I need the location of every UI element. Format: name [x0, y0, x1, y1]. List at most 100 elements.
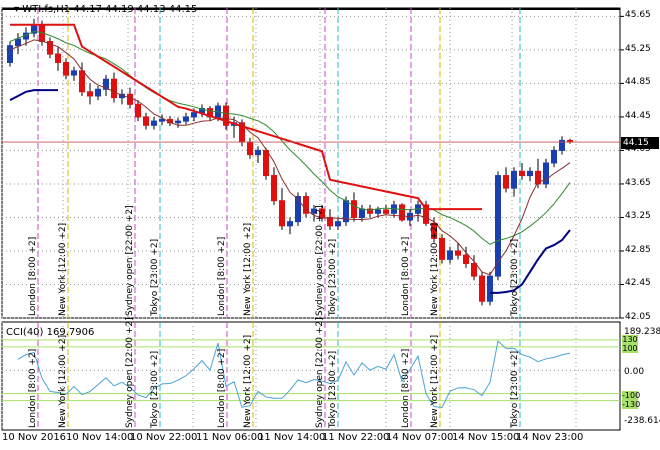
session-label: London [8:00 +2]	[217, 236, 227, 316]
session-label: Sydney open [22:00 +2]	[125, 205, 135, 316]
moving-average-green	[9, 30, 571, 245]
cci-level-130: 130	[622, 335, 638, 344]
candle-body	[551, 149, 557, 164]
candle-body	[255, 149, 261, 156]
session-label: Tokyo [23:00 +2]	[510, 350, 520, 428]
x-tick-label: 11 Nov 14:00	[258, 432, 326, 443]
candle-body	[503, 175, 509, 189]
candle-body	[463, 254, 469, 265]
candle-body	[367, 208, 373, 214]
candle-body	[439, 237, 445, 260]
candle-body	[303, 196, 309, 214]
x-tick-label: 14 Nov 23:00	[516, 432, 584, 443]
candle-body	[103, 78, 109, 90]
cci-min-label: -238.614	[624, 416, 660, 426]
candle-body	[327, 216, 333, 227]
symbol-label: ▾ WTI.fs,H1 44.17 44.19 44.13 44.15	[14, 4, 198, 15]
y-tick-label: 45.65	[625, 10, 651, 21]
candle-body	[431, 222, 437, 239]
session-label: New York [12:00 +2]	[430, 334, 440, 428]
candle-body	[47, 41, 53, 55]
cci-level-minus130: -130	[622, 400, 641, 409]
candle-body	[63, 61, 69, 76]
cci-max-label: 189.2384	[624, 327, 660, 337]
candle-body	[223, 105, 229, 126]
session-label: Tokyo [23:00 +2]	[328, 350, 338, 428]
session-label: Sydney open [22:00 +2]	[315, 317, 325, 428]
session-label: New York [12:00 +2]	[430, 222, 440, 316]
session-label: Sydney open [22:00 +2]	[315, 205, 325, 316]
candle-body	[295, 196, 301, 223]
y-tick-label: 44.45	[625, 110, 651, 121]
supertrend-line	[10, 23, 482, 211]
lower-band-right	[490, 229, 571, 294]
x-tick-label: 11 Nov 22:00	[322, 432, 390, 443]
candle-body	[335, 221, 341, 227]
x-tick-label: 10 Nov 22:00	[130, 432, 198, 443]
candle-body	[55, 53, 61, 63]
candle-body	[175, 120, 181, 124]
x-tick-label: 10 Nov 14:00	[66, 432, 134, 443]
session-label: London [8:00 +2]	[217, 348, 227, 428]
cci-pane-frame	[1, 321, 621, 431]
candle-body	[263, 149, 269, 177]
x-tick-label: 14 Nov 07:00	[386, 432, 454, 443]
candle-body	[247, 141, 253, 156]
candle-body	[135, 103, 141, 118]
candle-body	[71, 70, 77, 76]
y-tick-label: 43.65	[625, 177, 651, 188]
session-label: Tokyo [23:00 +2]	[510, 238, 520, 316]
candle-body	[279, 200, 285, 227]
candle-body	[447, 250, 453, 260]
candle-body	[471, 263, 477, 277]
session-label: Sydney open [22:00 +2]	[125, 317, 135, 428]
cci-zero-label: 0.00	[624, 367, 645, 377]
candle-body	[519, 170, 525, 177]
candle-body	[127, 93, 133, 105]
session-label: Tokyo [23:00 +2]	[328, 238, 338, 316]
candle-body	[383, 209, 389, 214]
candle-body	[495, 175, 501, 277]
candle-body	[455, 250, 461, 256]
candle-body	[399, 204, 405, 221]
cci-line	[17, 340, 571, 409]
cci-level-minus100: -100	[622, 391, 641, 400]
candle-body	[359, 208, 365, 218]
candle-body	[79, 70, 85, 93]
ohlc-values: 44.17 44.19 44.13 44.15	[73, 4, 198, 15]
candle-body	[87, 91, 93, 97]
candle-body	[511, 170, 517, 189]
cci-label: CCI(40) 169.7906	[6, 327, 95, 338]
candle-body	[319, 208, 325, 218]
candle-body	[143, 116, 149, 126]
symbol-icon: ▾	[14, 4, 23, 15]
session-label: Tokyo [23:00 +2]	[150, 350, 160, 428]
candle-body	[311, 208, 317, 214]
candle-body	[95, 88, 101, 97]
candle-body	[479, 275, 485, 302]
candle-body	[183, 116, 189, 122]
session-label: New York [12:00 +2]	[58, 222, 68, 316]
x-tick-label: 10 Nov 2016	[2, 432, 67, 443]
candle-body	[351, 200, 357, 218]
candle-body	[159, 118, 165, 122]
candle-body	[487, 275, 493, 302]
candle-body	[535, 170, 541, 185]
candle-body	[543, 162, 549, 185]
candle-body	[375, 209, 381, 214]
y-tick-label: 44.05	[625, 144, 651, 155]
current-price-label: 44.15	[621, 137, 659, 149]
session-label: London [8:00 +2]	[28, 348, 38, 428]
y-tick-label: 42.45	[625, 278, 651, 289]
candle-body	[151, 120, 157, 126]
session-label: Tokyo [23:00 +2]	[150, 238, 160, 316]
y-tick-label: 42.05	[625, 312, 651, 322]
y-tick-label: 45.25	[625, 43, 651, 54]
y-tick-label: 44.85	[625, 77, 651, 88]
candle-body	[527, 170, 533, 177]
lower-band-left	[9, 89, 58, 102]
candle-body	[287, 221, 293, 227]
y-tick-label: 43.25	[625, 211, 651, 222]
